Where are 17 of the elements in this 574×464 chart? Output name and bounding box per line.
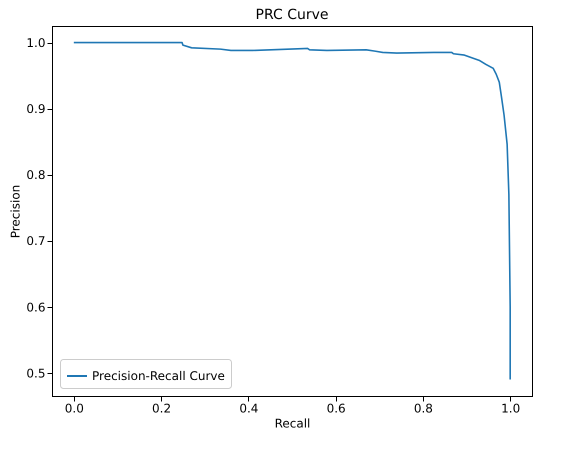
line-series (73, 42, 511, 380)
x-tick-label: 0.4 (239, 402, 258, 416)
y-tick-label: 0.9 (26, 102, 46, 116)
y-tick-label: 0.7 (26, 234, 46, 248)
legend-label: Precision-Recall Curve (92, 369, 225, 383)
y-tick-label: 0.8 (26, 168, 46, 182)
y-tick-label: 0.5 (26, 366, 46, 380)
x-tick-label: 0.8 (414, 402, 433, 416)
y-tick-label: 1.0 (26, 36, 46, 50)
x-tick-label: 0.6 (326, 402, 346, 416)
chart-title: PRC Curve (255, 7, 329, 23)
y-axis-title: Precision (8, 184, 22, 238)
x-tick-label: 1.0 (501, 402, 520, 416)
x-axis-title: Recall (274, 416, 310, 430)
x-tick-label: 0.0 (64, 402, 84, 416)
y-tick-label: 0.6 (26, 300, 46, 314)
x-tick-label: 0.2 (152, 402, 172, 416)
